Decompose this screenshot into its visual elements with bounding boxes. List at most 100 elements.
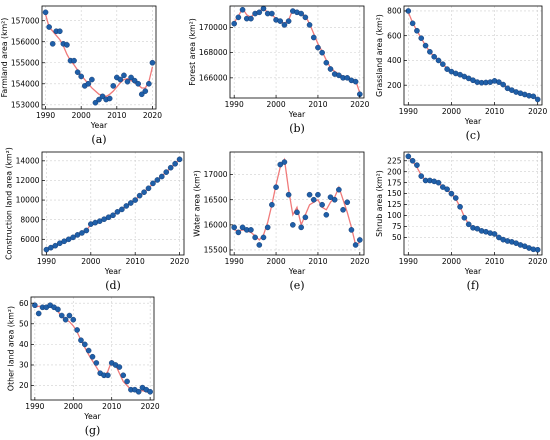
panel-tag: (b) bbox=[289, 122, 305, 135]
data-point bbox=[405, 153, 412, 160]
x-tick-label: 2010 bbox=[485, 257, 504, 266]
panel-c: 1990 2000 2010 2020 200 400 600 800 Year Grasslan… bbox=[375, 5, 547, 142]
x-tick-label: 2010 bbox=[107, 111, 126, 120]
y-tick-label: 17000 bbox=[204, 170, 228, 179]
data-point bbox=[105, 372, 111, 379]
y-tick-label: 15500 bbox=[204, 246, 228, 255]
y-tick-label: 200 bbox=[387, 167, 402, 176]
axes-frame bbox=[403, 151, 543, 256]
data-point bbox=[127, 200, 134, 206]
data-point bbox=[150, 180, 156, 187]
data-point bbox=[57, 28, 63, 35]
x-tick-label: 1990 bbox=[399, 107, 418, 116]
data-point bbox=[49, 41, 56, 47]
data-point bbox=[418, 35, 425, 41]
y-axis-label: Construction land area (km²) bbox=[5, 147, 14, 260]
data-point bbox=[66, 312, 73, 319]
data-point bbox=[534, 246, 541, 253]
data-point bbox=[93, 360, 100, 366]
y-tick-label: 8000 bbox=[20, 215, 39, 224]
data-point bbox=[136, 192, 143, 199]
data-point bbox=[106, 95, 113, 102]
data-point bbox=[110, 212, 116, 219]
y-tick-label: 166000 bbox=[199, 73, 228, 82]
x-tick-label: 1990 bbox=[36, 111, 55, 120]
x-tick-label: 2000 bbox=[267, 100, 286, 109]
x-tick-label: 2020 bbox=[528, 257, 547, 266]
data-point bbox=[260, 5, 267, 12]
data-point bbox=[78, 337, 84, 344]
data-point bbox=[58, 312, 65, 319]
data-point bbox=[71, 57, 77, 64]
x-tick-label: 1990 bbox=[399, 257, 418, 266]
y-tick-label: 20 bbox=[19, 381, 29, 390]
y-axis-label: Water area (km²) bbox=[193, 170, 202, 237]
data-point bbox=[435, 179, 442, 186]
y-tick-label: 125 bbox=[387, 200, 402, 209]
data-point bbox=[235, 229, 242, 236]
data-point bbox=[431, 53, 437, 60]
data-point bbox=[260, 234, 267, 241]
x-axis-label: Year bbox=[288, 110, 306, 119]
panel-tag: (d) bbox=[105, 279, 121, 292]
x-axis-label: Year bbox=[464, 117, 482, 126]
y-axis-label: Other land area (km²) bbox=[6, 306, 15, 391]
data-point bbox=[294, 209, 300, 216]
data-point bbox=[306, 22, 313, 28]
data-point bbox=[302, 214, 309, 221]
data-point bbox=[167, 164, 174, 171]
data-point bbox=[409, 157, 416, 164]
data-point bbox=[327, 66, 334, 72]
y-tick-label: 16500 bbox=[204, 195, 228, 204]
panel-tag: (e) bbox=[289, 279, 304, 292]
y-tick-label: 12000 bbox=[16, 176, 40, 185]
data-point bbox=[315, 191, 321, 198]
y-tick-label: 200 bbox=[387, 81, 402, 90]
axes-frame bbox=[403, 5, 543, 106]
data-point bbox=[172, 160, 178, 167]
data-point bbox=[74, 327, 80, 333]
data-point bbox=[457, 203, 463, 210]
data-point bbox=[124, 78, 131, 85]
data-point bbox=[132, 197, 138, 203]
data-point bbox=[331, 196, 338, 203]
data-point bbox=[123, 203, 130, 209]
data-point bbox=[427, 48, 433, 55]
data-point bbox=[78, 73, 84, 80]
y-tick-label: 10000 bbox=[16, 196, 40, 205]
data-point bbox=[70, 316, 77, 323]
data-point bbox=[465, 221, 472, 228]
x-tick-label: 1990 bbox=[37, 257, 56, 266]
y-tick-label: 100 bbox=[387, 211, 402, 220]
data-point bbox=[352, 242, 359, 248]
panel-tag: (c) bbox=[466, 129, 481, 142]
data-point bbox=[42, 9, 49, 16]
x-tick-label: 2000 bbox=[81, 257, 100, 266]
data-point bbox=[79, 230, 85, 236]
data-point bbox=[70, 234, 76, 241]
data-point bbox=[310, 196, 317, 203]
x-axis-label: Year bbox=[288, 267, 306, 276]
y-tick-label: 50 bbox=[19, 319, 29, 328]
y-axis-label: Forest area (km²) bbox=[188, 18, 197, 86]
fitted-line bbox=[234, 157, 361, 246]
y-tick-label: 153000 bbox=[11, 100, 40, 109]
data-point bbox=[336, 186, 342, 193]
y-tick-label: 600 bbox=[387, 31, 402, 40]
data-point bbox=[414, 27, 420, 34]
x-axis-label: Year bbox=[464, 267, 482, 276]
data-point bbox=[256, 9, 263, 16]
data-point bbox=[62, 316, 69, 323]
x-tick-label: 1990 bbox=[225, 100, 244, 109]
data-point bbox=[336, 72, 342, 79]
x-tick-label: 2010 bbox=[485, 107, 504, 116]
y-tick-label: 175 bbox=[387, 178, 402, 187]
axes-frame bbox=[229, 5, 365, 99]
data-point bbox=[448, 190, 455, 197]
data-point bbox=[131, 77, 138, 84]
data-point bbox=[142, 88, 149, 94]
x-tick-label: 2010 bbox=[126, 257, 145, 266]
data-point bbox=[154, 177, 161, 183]
panel-a: 1990 2000 2010 2020 153000 154000 155000 156000… bbox=[0, 5, 162, 146]
